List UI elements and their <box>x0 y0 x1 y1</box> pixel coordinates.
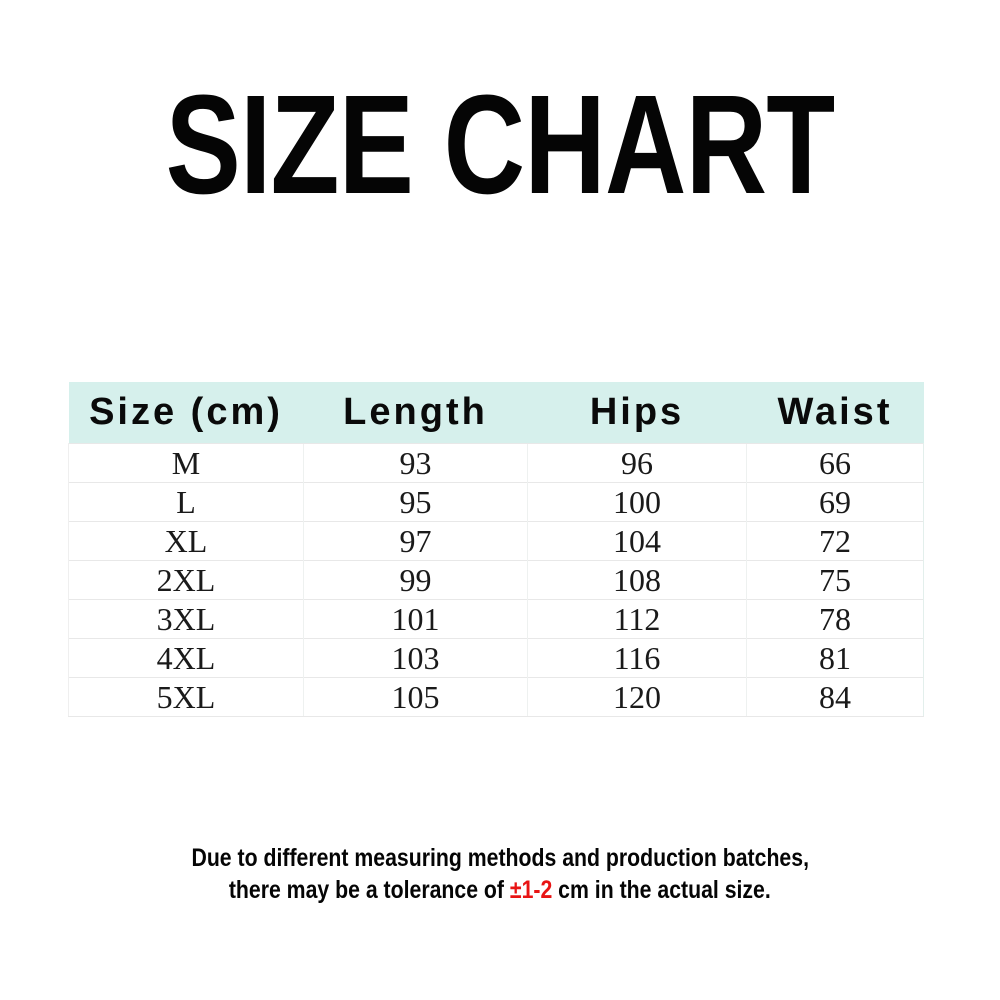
hips-cell: 96 <box>527 443 747 483</box>
size-cell: XL <box>68 521 304 561</box>
table-row: 2XL 99 108 75 <box>68 560 924 600</box>
length-cell: 93 <box>303 443 528 483</box>
page-title-wrap: SIZE CHART <box>0 74 1000 215</box>
disclaimer-line2-prefix: there may be a tolerance of <box>229 876 511 904</box>
disclaimer: Due to different measuring methods and p… <box>0 842 1000 906</box>
size-cell: 5XL <box>68 677 304 717</box>
table-row: M 93 96 66 <box>68 443 924 483</box>
size-cell: 4XL <box>68 638 304 678</box>
size-cell: 3XL <box>68 599 304 639</box>
size-cell: 2XL <box>68 560 304 600</box>
hips-cell: 100 <box>527 482 747 522</box>
waist-cell: 72 <box>746 521 924 561</box>
table-row: L 95 100 69 <box>68 482 924 522</box>
table-row: 3XL 101 112 78 <box>68 599 924 639</box>
length-cell: 101 <box>303 599 528 639</box>
column-header-hips: Hips <box>527 382 747 444</box>
size-cell: L <box>68 482 304 522</box>
table-row: 5XL 105 120 84 <box>68 677 924 717</box>
length-cell: 95 <box>303 482 528 522</box>
waist-cell: 81 <box>746 638 924 678</box>
length-cell: 97 <box>303 521 528 561</box>
size-table: Size (cm) Length Hips Waist M 93 96 66 L… <box>68 382 924 717</box>
hips-cell: 108 <box>527 560 747 600</box>
hips-cell: 116 <box>527 638 747 678</box>
table-header-row: Size (cm) Length Hips Waist <box>68 382 924 444</box>
column-header-waist: Waist <box>746 382 924 444</box>
disclaimer-line1: Due to different measuring methods and p… <box>191 844 809 872</box>
length-cell: 105 <box>303 677 528 717</box>
hips-cell: 120 <box>527 677 747 717</box>
tolerance-value: ±1-2 <box>510 876 553 904</box>
hips-cell: 104 <box>527 521 747 561</box>
waist-cell: 66 <box>746 443 924 483</box>
disclaimer-line2-suffix: cm in the actual size. <box>552 876 771 904</box>
column-header-size: Size (cm) <box>68 382 304 444</box>
hips-cell: 112 <box>527 599 747 639</box>
waist-cell: 84 <box>746 677 924 717</box>
disclaimer-line2: there may be a tolerance of ±1-2 cm in t… <box>0 874 1000 906</box>
table-row: 4XL 103 116 81 <box>68 638 924 678</box>
column-header-length: Length <box>303 382 528 444</box>
table-row: XL 97 104 72 <box>68 521 924 561</box>
page-title: SIZE CHART <box>165 65 836 223</box>
waist-cell: 75 <box>746 560 924 600</box>
waist-cell: 69 <box>746 482 924 522</box>
length-cell: 99 <box>303 560 528 600</box>
waist-cell: 78 <box>746 599 924 639</box>
length-cell: 103 <box>303 638 528 678</box>
size-cell: M <box>68 443 304 483</box>
